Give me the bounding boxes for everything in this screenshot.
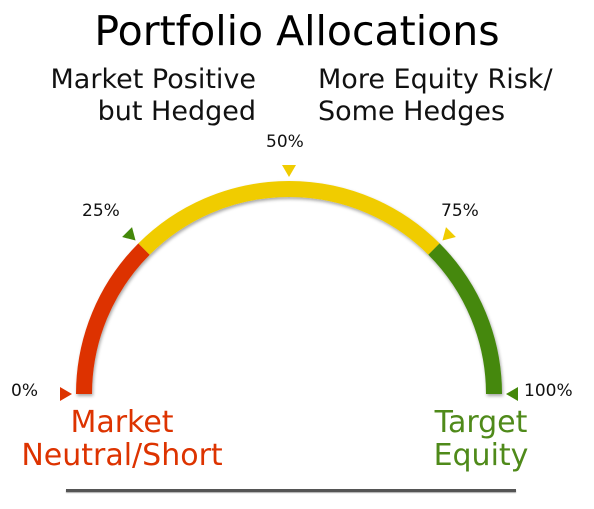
gauge-arc <box>76 181 502 395</box>
baseline-divider <box>66 489 516 492</box>
marker-100-icon <box>506 387 518 401</box>
tick-label-100: 100% <box>524 381 573 401</box>
marker-25-icon <box>122 227 136 241</box>
tick-label-25: 25% <box>82 201 120 221</box>
region-label-equity-risk-line-1: More Equity Risk/ <box>318 64 553 95</box>
end-label-target-equity-line-2: Equity <box>433 438 529 473</box>
end-label-target-equity: Target Equity <box>395 406 567 472</box>
region-label-equity-risk: More Equity Risk/ Some Hedges <box>318 64 553 128</box>
marker-75-icon <box>442 227 456 241</box>
gauge-segment-1 <box>138 181 440 255</box>
gauge-segment-0 <box>76 243 150 395</box>
marker-0-icon <box>60 387 72 401</box>
tick-label-50: 50% <box>266 132 304 152</box>
tick-label-0: 0% <box>11 381 38 401</box>
region-label-hedged-line-1: Market Positive <box>50 64 256 95</box>
end-label-market-neutral-line-2: Neutral/Short <box>21 438 223 473</box>
region-label-hedged: Market Positive but Hedged <box>51 64 256 128</box>
region-label-hedged-line-2: but Hedged <box>97 96 256 127</box>
end-label-target-equity-line-1: Target <box>434 405 528 440</box>
marker-50-icon <box>282 165 296 177</box>
end-label-market-neutral: Market Neutral/Short <box>21 406 223 472</box>
gauge-segment-2 <box>428 243 502 395</box>
region-label-equity-risk-line-2: Some Hedges <box>318 96 506 127</box>
tick-label-75: 75% <box>441 201 479 221</box>
end-label-market-neutral-line-1: Market <box>70 405 174 440</box>
gauge-markers <box>60 165 518 401</box>
page-title: Portfolio Allocations <box>94 7 500 55</box>
